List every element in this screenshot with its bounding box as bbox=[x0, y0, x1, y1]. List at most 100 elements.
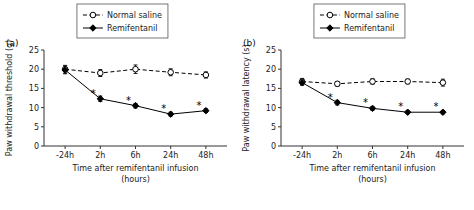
x-tick-label: 2h bbox=[332, 151, 342, 160]
marker bbox=[203, 72, 209, 78]
y-tick-label: 10 bbox=[29, 104, 39, 113]
legend-label: Normal saline bbox=[344, 11, 399, 20]
series-line bbox=[302, 83, 443, 113]
legend-label: Remifentanil bbox=[107, 24, 158, 33]
legend-marker bbox=[90, 25, 96, 31]
annotation: * bbox=[433, 101, 438, 112]
error-bar bbox=[335, 81, 339, 86]
panel: 0510152025-24h2h6h24h48hPaw withdrawal l… bbox=[242, 4, 464, 184]
plot-area bbox=[299, 78, 446, 115]
y-tick bbox=[41, 107, 44, 108]
legend-marker bbox=[90, 12, 96, 18]
marker bbox=[440, 80, 446, 86]
x-tick bbox=[442, 146, 443, 149]
legend-frame bbox=[314, 4, 405, 38]
marker bbox=[404, 109, 410, 115]
x-tick bbox=[407, 146, 408, 149]
y-tick bbox=[278, 88, 281, 89]
panel: 0 5 10 15 20 25 -24h 2h 6h 24h 48h Paw withdrawal t… bbox=[5, 4, 227, 184]
x-tick bbox=[302, 146, 303, 149]
x-tick bbox=[65, 146, 66, 149]
x-tick bbox=[337, 146, 338, 149]
annotation: * bbox=[91, 88, 96, 99]
x-axis-label: Time after remifentanil infusion bbox=[308, 164, 435, 173]
x-tick-label: 6h bbox=[130, 151, 140, 160]
y-tick-label: 20 bbox=[29, 65, 39, 74]
error-bar bbox=[204, 72, 208, 78]
annotation: * bbox=[161, 103, 166, 114]
series-line bbox=[65, 70, 206, 114]
y-tick bbox=[41, 146, 44, 147]
y-axis-line bbox=[44, 50, 45, 146]
x-tick bbox=[135, 146, 136, 149]
legend: Normal saline Remifentanil bbox=[77, 4, 168, 38]
y-tick-label: 15 bbox=[266, 84, 276, 93]
y-tick bbox=[41, 88, 44, 89]
x-tick-label: 48h bbox=[435, 151, 450, 160]
annotation: * bbox=[363, 97, 368, 108]
error-bar bbox=[98, 70, 102, 77]
x-axis-label: (hours) bbox=[121, 175, 150, 184]
legend-label: Normal saline bbox=[107, 11, 162, 20]
marker bbox=[370, 79, 376, 85]
annotation: * bbox=[126, 95, 131, 106]
x-tick-label: 6h bbox=[367, 151, 377, 160]
marker bbox=[369, 105, 375, 111]
y-tick-label: 20 bbox=[266, 65, 276, 74]
error-bar bbox=[134, 65, 138, 73]
marker bbox=[97, 96, 103, 102]
y-tick bbox=[278, 69, 281, 70]
error-cap bbox=[134, 73, 138, 74]
legend-frame bbox=[77, 4, 168, 38]
marker bbox=[133, 66, 139, 72]
annotation: * bbox=[196, 100, 201, 111]
y-tick bbox=[41, 69, 44, 70]
y-tick bbox=[41, 50, 44, 51]
marker bbox=[299, 79, 305, 85]
marker bbox=[335, 81, 341, 87]
y-tick-label: 10 bbox=[266, 104, 276, 113]
x-axis-label: (hours) bbox=[358, 175, 387, 184]
panel-label: (a) bbox=[6, 38, 19, 48]
error-cap bbox=[134, 64, 138, 65]
x-axis-label: Time after remifentanil infusion bbox=[71, 164, 198, 173]
x-tick-label: 24h bbox=[163, 151, 178, 160]
x-tick-label: 48h bbox=[198, 151, 213, 160]
error-cap bbox=[63, 65, 67, 66]
marker bbox=[168, 69, 174, 75]
x-tick-label: 2h bbox=[95, 151, 105, 160]
x-tick-label: -24h bbox=[56, 151, 74, 160]
y-tick bbox=[278, 146, 281, 147]
y-tick-label: 15 bbox=[29, 84, 39, 93]
x-tick bbox=[100, 146, 101, 149]
marker bbox=[334, 99, 340, 105]
x-tick-label: -24h bbox=[293, 151, 311, 160]
y-axis-label: Paw withdrawal latency (s) bbox=[242, 44, 251, 151]
legend-marker bbox=[327, 12, 333, 18]
error-bar bbox=[371, 79, 375, 84]
error-bar bbox=[406, 79, 410, 84]
x-tick-label: 24h bbox=[400, 151, 415, 160]
y-axis-line bbox=[281, 50, 282, 146]
marker bbox=[62, 67, 68, 73]
y-tick bbox=[278, 126, 281, 127]
chart-root: 0 5 10 15 20 25 -24h 2h 6h 24h 48h Paw withdrawal t… bbox=[0, 0, 474, 210]
marker bbox=[98, 70, 104, 76]
error-bar bbox=[441, 79, 445, 86]
x-tick bbox=[170, 146, 171, 149]
legend: Normal saline Remifentanil bbox=[314, 4, 405, 38]
plot-area bbox=[62, 65, 209, 117]
x-tick bbox=[372, 146, 373, 149]
y-axis-label: Paw withdrawal threshold (g) bbox=[5, 40, 14, 156]
y-tick-label: 25 bbox=[266, 46, 276, 55]
y-tick bbox=[278, 107, 281, 108]
y-tick-label: 0 bbox=[271, 142, 276, 151]
annotation: * bbox=[398, 101, 403, 112]
y-tick-label: 0 bbox=[34, 142, 39, 151]
y-tick-label: 5 bbox=[34, 123, 39, 132]
legend-label: Remifentanil bbox=[344, 24, 395, 33]
legend-marker bbox=[327, 25, 333, 31]
y-tick-label: 25 bbox=[29, 46, 39, 55]
panel-label: (b) bbox=[243, 38, 256, 48]
annotation: * bbox=[328, 92, 333, 103]
